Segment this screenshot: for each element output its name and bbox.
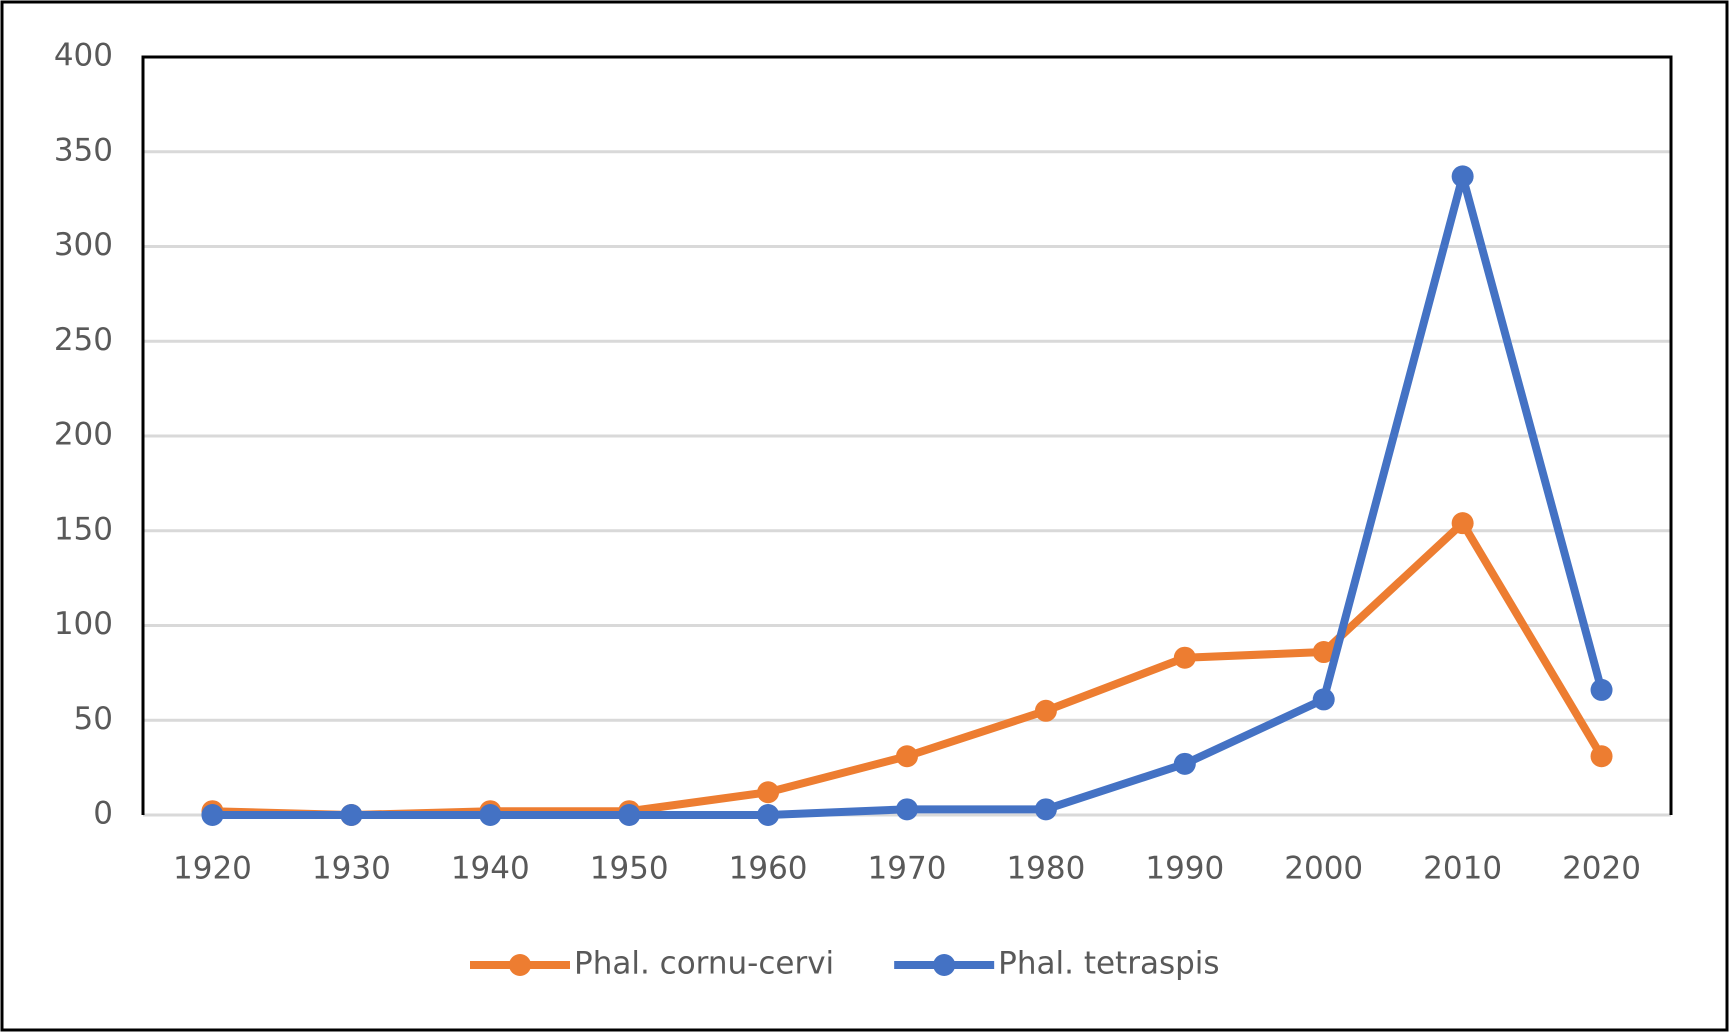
x-tick-label: 1920 bbox=[173, 851, 252, 887]
data-point bbox=[1034, 798, 1057, 821]
x-tick-label: 2020 bbox=[1562, 851, 1641, 887]
data-point bbox=[757, 804, 780, 826]
legend-marker bbox=[509, 954, 531, 976]
data-point bbox=[1312, 688, 1335, 711]
data-point bbox=[1451, 512, 1474, 535]
legend-label: Phal. cornu-cervi bbox=[574, 946, 834, 982]
y-tick-label: 300 bbox=[54, 227, 113, 263]
y-tick-label: 200 bbox=[54, 417, 113, 453]
data-point bbox=[1312, 641, 1335, 664]
x-tick-label: 2000 bbox=[1284, 851, 1363, 887]
data-point bbox=[1173, 646, 1196, 669]
legend-marker bbox=[933, 954, 956, 976]
x-tick-label: 1980 bbox=[1006, 851, 1085, 887]
data-point bbox=[479, 804, 502, 826]
data-point bbox=[618, 804, 641, 826]
data-point bbox=[1590, 745, 1613, 768]
x-tick-label: 1930 bbox=[312, 851, 391, 887]
data-point bbox=[201, 804, 224, 826]
data-point bbox=[896, 745, 918, 768]
legend-label: Phal. tetraspis bbox=[998, 946, 1219, 982]
x-tick-label: 1940 bbox=[451, 851, 530, 887]
y-tick-label: 150 bbox=[54, 511, 113, 547]
data-point bbox=[1451, 165, 1474, 188]
data-point bbox=[340, 804, 363, 826]
y-tick-label: 50 bbox=[74, 701, 113, 737]
x-tick-label: 1960 bbox=[729, 851, 808, 887]
x-tick-label: 1990 bbox=[1145, 851, 1224, 887]
data-point bbox=[1034, 699, 1057, 722]
y-tick-label: 100 bbox=[54, 606, 113, 642]
data-point bbox=[1173, 752, 1196, 775]
y-tick-label: 400 bbox=[54, 38, 113, 74]
y-tick-label: 250 bbox=[54, 322, 113, 358]
y-tick-label: 0 bbox=[93, 796, 113, 832]
data-point bbox=[757, 781, 780, 804]
y-tick-label: 350 bbox=[54, 132, 113, 168]
plot-frame bbox=[141, 55, 1673, 815]
x-tick-label: 1970 bbox=[868, 851, 947, 887]
x-tick-label: 1950 bbox=[590, 851, 669, 887]
data-point bbox=[896, 798, 918, 821]
x-tick-label: 2010 bbox=[1423, 851, 1502, 887]
data-point bbox=[1590, 678, 1613, 701]
